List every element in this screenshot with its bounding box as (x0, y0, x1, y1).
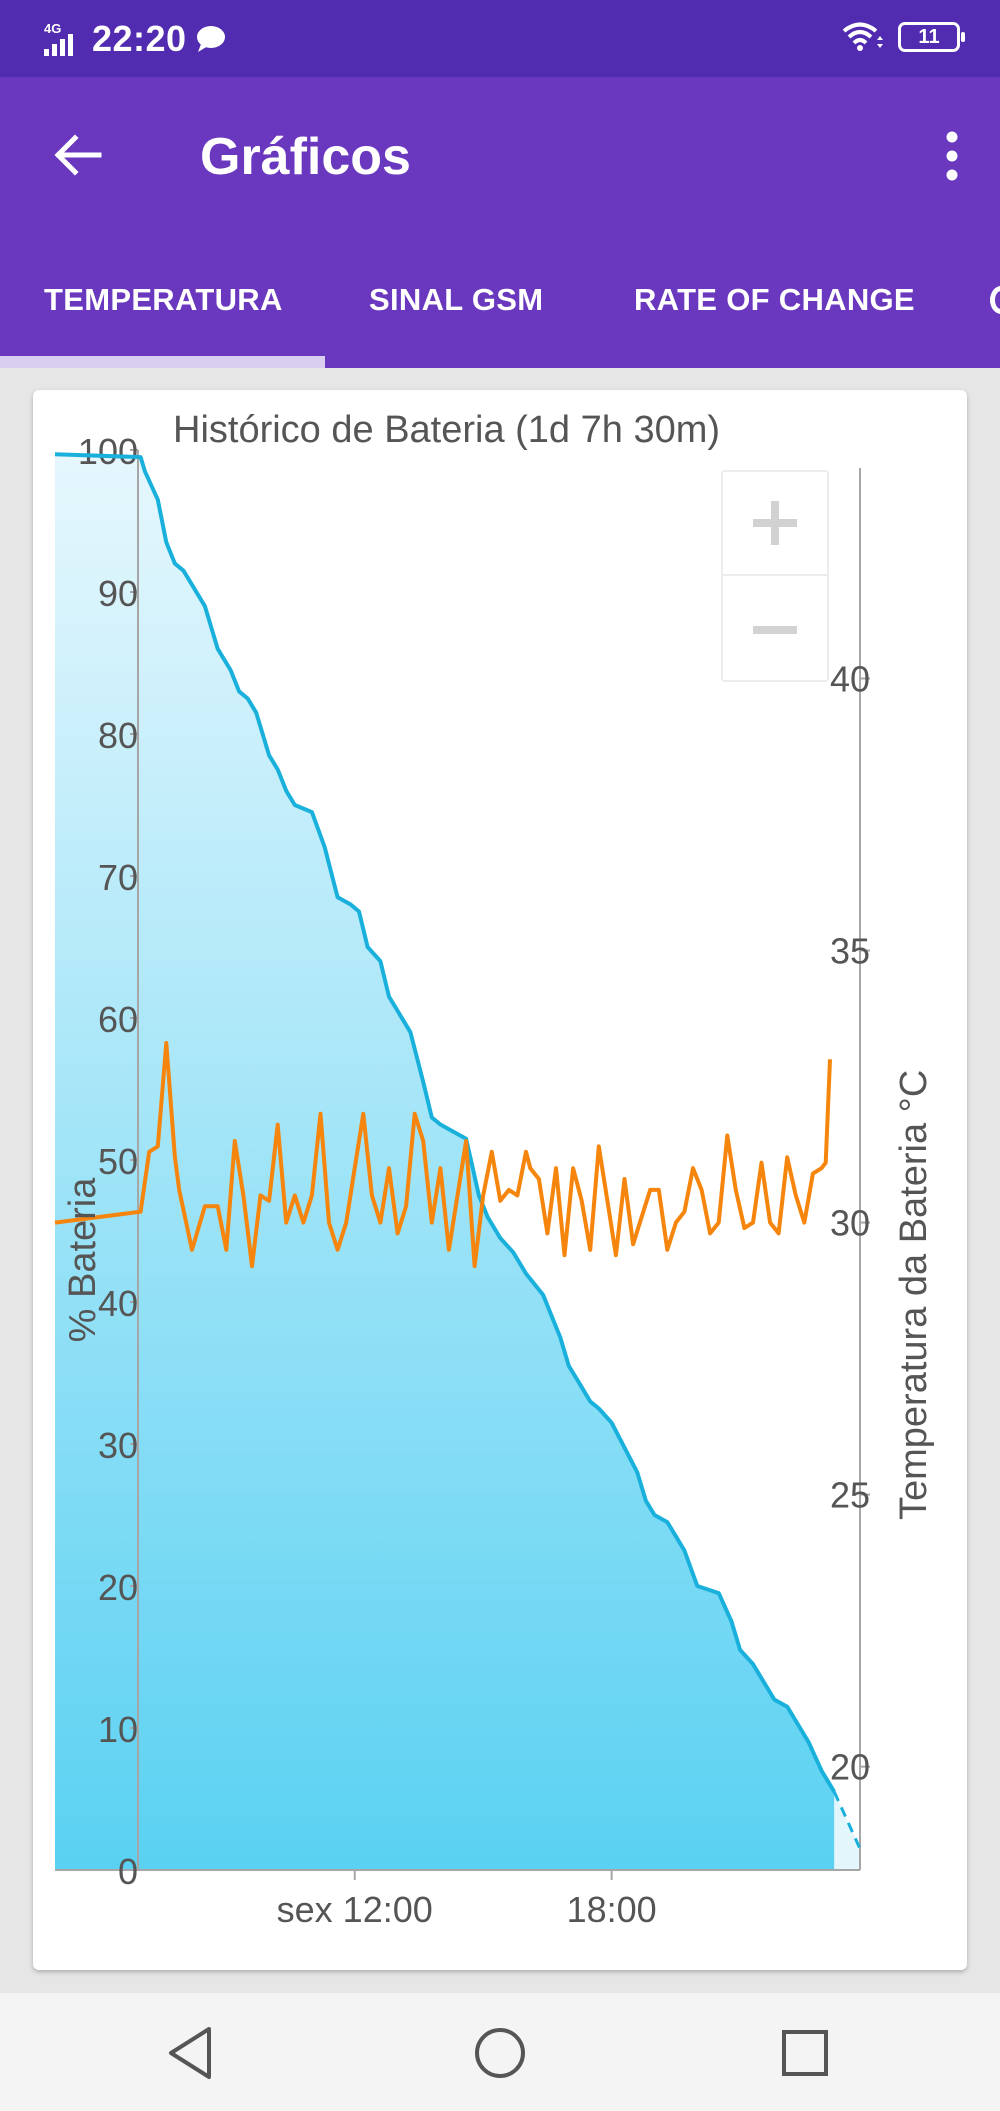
y2-tick-label: 30 (830, 1203, 870, 1244)
square-recent-icon (782, 2030, 828, 2076)
status-time: 22:20 (92, 18, 187, 59)
projected-area (834, 1791, 860, 1870)
y2-tick-label: 25 (830, 1475, 870, 1516)
y-tick-label: 70 (98, 857, 138, 898)
chat-bubble-icon (196, 26, 225, 52)
status-bar: 4G 22:20 11 (0, 0, 1000, 77)
y-tick-label: 100 (78, 431, 138, 472)
y-tick-label: 10 (98, 1709, 138, 1750)
battery-level: 11 (918, 25, 940, 48)
back-button[interactable] (40, 122, 116, 188)
x-tick-label: 18:00 (567, 1889, 657, 1930)
status-right: 11 (840, 20, 965, 54)
battery-area (55, 454, 835, 1870)
y2-tick-label: 40 (830, 659, 870, 700)
battery-series-line (54, 452, 837, 1793)
tab-indicator (0, 356, 325, 368)
y-tick-label: 0 (118, 1851, 138, 1892)
more-vert-icon (946, 131, 958, 181)
zoom-in-button[interactable] (723, 472, 827, 576)
y-tick-label: 80 (98, 715, 138, 756)
y-tick-label: 90 (98, 573, 138, 614)
tab-sinal-gsm[interactable]: SINAL GSM (369, 282, 544, 317)
y-tick-label: 40 (98, 1283, 138, 1324)
zoom-controls (721, 470, 829, 682)
tab-temperatura[interactable]: TEMPERATURA (44, 282, 283, 317)
y-tick-label: 30 (98, 1425, 138, 1466)
zoom-out-button[interactable] (723, 578, 827, 682)
circle-home-icon (475, 2028, 525, 2078)
minus-icon (753, 626, 797, 634)
battery-icon: 11 (898, 22, 965, 52)
y2-tick-label: 35 (830, 931, 870, 972)
nav-recent-button[interactable] (765, 2013, 845, 2093)
tab-bar: TEMPERATURA SINAL GSM RATE OF CHANGE (0, 244, 1000, 368)
app-bar: Gráficos (0, 77, 1000, 244)
nav-back-button[interactable] (150, 2013, 230, 2093)
cellular-signal-icon: 4G (44, 21, 73, 56)
right-axis-label: Temperatura da Bateria °C (893, 1070, 935, 1520)
y-tick-label: 60 (98, 999, 138, 1040)
tab-rate-of-change[interactable]: RATE OF CHANGE (634, 282, 915, 317)
next-tab-partial[interactable] (990, 286, 1000, 314)
overflow-menu-button[interactable] (922, 123, 982, 189)
triangle-back-icon (169, 2027, 211, 2079)
temperature-series-line (54, 1041, 832, 1269)
chart-card: 100 90 80 70 60 50 40 30 20 10 0 40 35 30 25 20 sex 12… (33, 390, 967, 1970)
left-axis-label: % Bateria (62, 1177, 104, 1343)
x-tick-label: sex 12:00 (277, 1889, 433, 1930)
arrow-left-icon (54, 134, 102, 176)
y-tick-label: 50 (98, 1141, 138, 1182)
plus-icon (753, 501, 797, 545)
y2-tick-label: 20 (830, 1747, 870, 1788)
chart-title: Histórico de Bateria (1d 7h 30m) (173, 409, 720, 451)
network-type: 4G (44, 21, 61, 36)
battery-projection-line (832, 1791, 862, 1850)
status-left: 4G 22:20 (42, 18, 227, 60)
system-nav-bar (0, 1993, 1000, 2111)
wifi-icon (842, 22, 883, 51)
y-tick-label: 20 (98, 1567, 138, 1608)
nav-home-button[interactable] (460, 2013, 540, 2093)
page-title: Gráficos (200, 128, 411, 186)
